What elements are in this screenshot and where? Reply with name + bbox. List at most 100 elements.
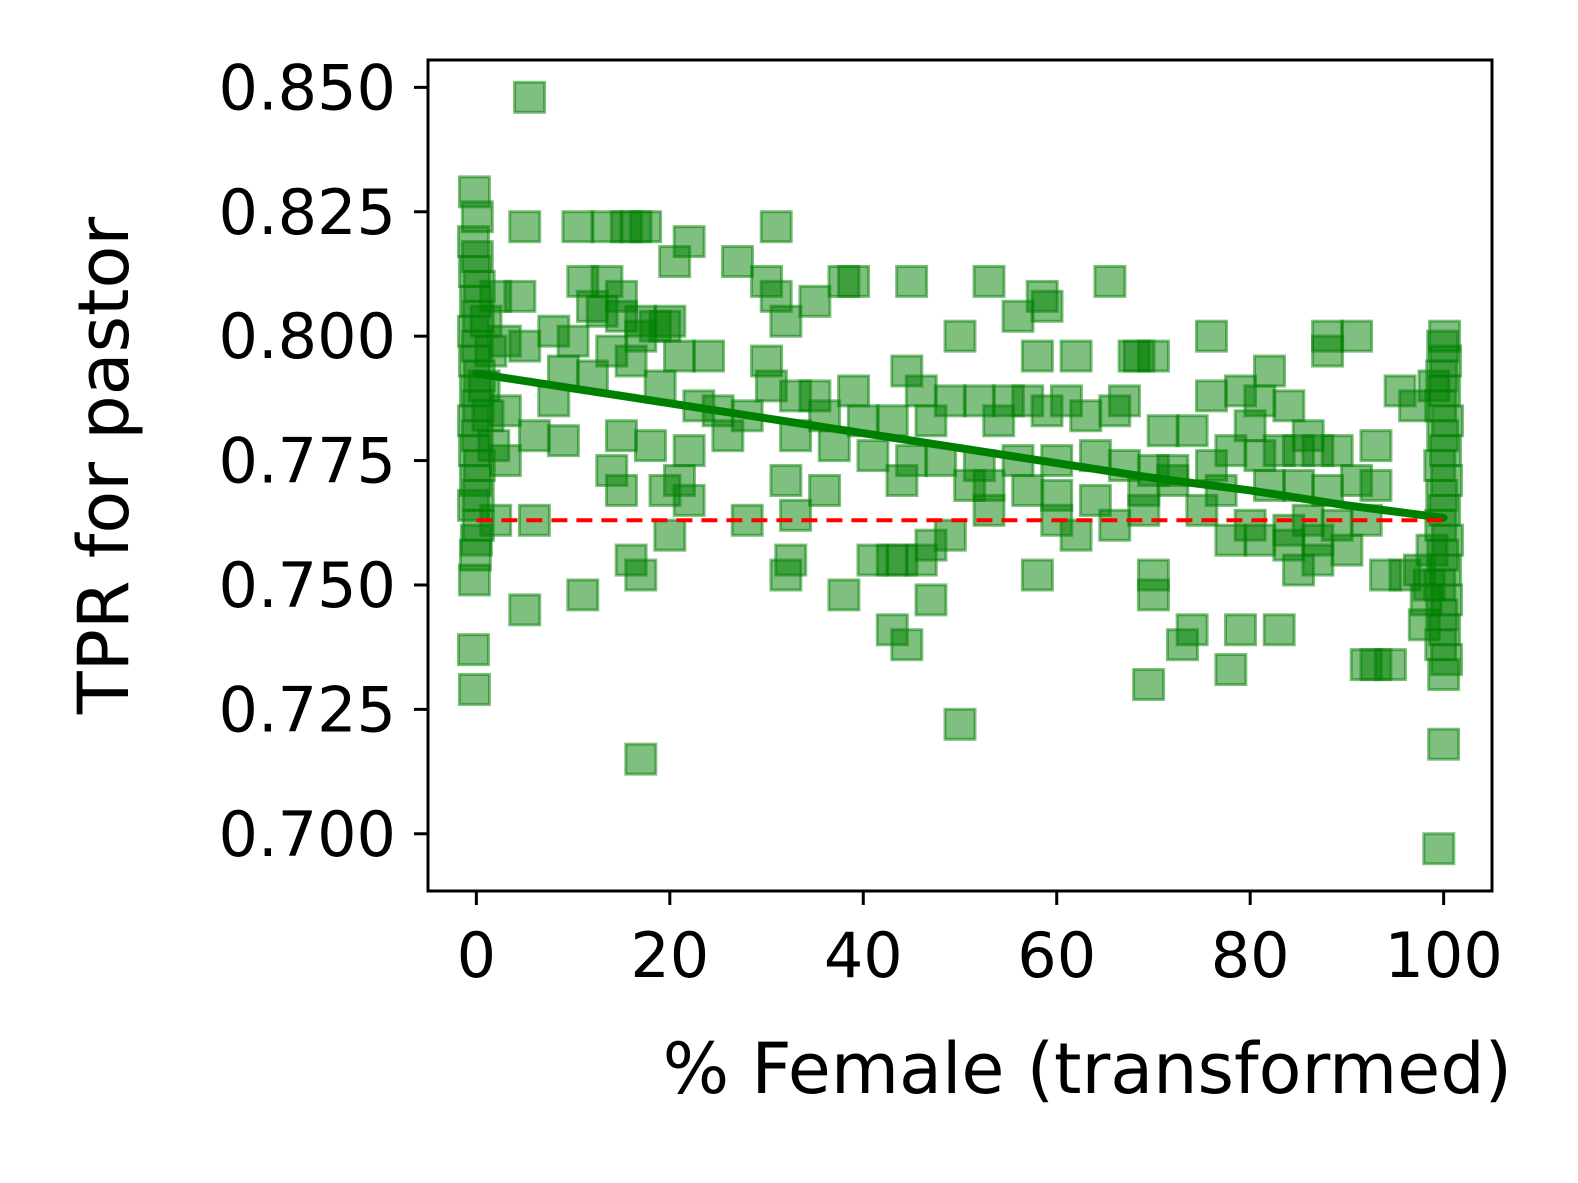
data-point bbox=[1214, 653, 1248, 687]
data-point bbox=[456, 633, 490, 667]
data-point bbox=[885, 463, 919, 497]
data-point bbox=[711, 419, 745, 453]
data-point bbox=[653, 518, 687, 552]
x-tick-label: 100 bbox=[1384, 919, 1502, 992]
data-point bbox=[798, 284, 832, 318]
data-point bbox=[972, 264, 1006, 298]
data-point bbox=[1422, 832, 1456, 866]
data-point bbox=[1359, 429, 1393, 463]
data-point bbox=[474, 334, 508, 368]
data-point bbox=[1214, 523, 1248, 557]
data-point bbox=[624, 558, 658, 592]
data-point bbox=[1415, 533, 1449, 567]
x-tick-label: 60 bbox=[1017, 919, 1096, 992]
data-point bbox=[875, 404, 909, 438]
data-point bbox=[1011, 473, 1045, 507]
y-tick-label: 0.725 bbox=[219, 673, 397, 746]
data-point bbox=[471, 399, 505, 433]
data-point bbox=[837, 374, 871, 408]
data-point bbox=[658, 245, 692, 279]
data-point bbox=[1373, 648, 1407, 682]
data-point bbox=[1214, 434, 1248, 468]
data-point bbox=[856, 439, 890, 473]
data-point bbox=[614, 344, 648, 378]
data-point bbox=[469, 304, 503, 338]
data-point bbox=[914, 404, 948, 438]
data-point bbox=[672, 483, 706, 517]
data-point bbox=[1233, 409, 1267, 443]
data-point bbox=[933, 518, 967, 552]
data-point bbox=[517, 419, 551, 453]
data-point bbox=[895, 264, 929, 298]
data-point bbox=[769, 558, 803, 592]
data-point bbox=[1243, 523, 1277, 557]
data-point bbox=[513, 80, 547, 114]
data-point bbox=[477, 429, 511, 463]
y-axis-ticks: 0.700 0.725 0.750 0.775 0.800 0.825 0.850 bbox=[219, 51, 428, 871]
x-tick-label: 80 bbox=[1211, 919, 1290, 992]
plot-frame bbox=[426, 58, 1494, 893]
y-tick-label: 0.825 bbox=[219, 176, 397, 249]
data-point bbox=[1030, 394, 1064, 428]
data-point bbox=[1069, 399, 1103, 433]
data-point bbox=[827, 578, 861, 612]
scatter-points bbox=[456, 80, 1465, 866]
data-point bbox=[943, 319, 977, 353]
data-point bbox=[604, 419, 638, 453]
data-point bbox=[1001, 299, 1035, 333]
data-point bbox=[1340, 319, 1374, 353]
data-point bbox=[662, 339, 696, 373]
data-point bbox=[1059, 518, 1093, 552]
data-point bbox=[508, 593, 542, 627]
data-point bbox=[769, 304, 803, 338]
y-tick-label: 0.775 bbox=[219, 425, 397, 498]
data-point bbox=[1407, 608, 1441, 642]
data-point bbox=[604, 473, 638, 507]
data-point bbox=[633, 429, 667, 463]
data-point bbox=[1330, 533, 1364, 567]
y-tick-label: 0.750 bbox=[219, 549, 397, 622]
data-point bbox=[508, 210, 542, 244]
x-axis-label: % Female (transformed) bbox=[663, 1028, 1512, 1110]
data-point bbox=[1098, 508, 1132, 542]
data-point bbox=[508, 329, 542, 363]
data-point bbox=[904, 374, 938, 408]
data-point bbox=[1320, 434, 1354, 468]
data-point bbox=[1253, 354, 1287, 388]
data-point bbox=[1224, 613, 1258, 647]
data-point bbox=[1030, 289, 1064, 323]
data-point bbox=[1136, 578, 1170, 612]
data-point bbox=[1301, 543, 1335, 577]
data-point bbox=[1093, 264, 1127, 298]
data-point bbox=[456, 225, 490, 259]
trend-line bbox=[472, 369, 1448, 522]
data-point bbox=[943, 707, 977, 741]
data-point bbox=[1059, 339, 1093, 373]
data-point bbox=[556, 324, 590, 358]
data-point bbox=[624, 742, 658, 776]
data-point bbox=[1194, 379, 1228, 413]
y-tick-label: 0.700 bbox=[219, 798, 397, 871]
data-point bbox=[1098, 394, 1132, 428]
data-point bbox=[672, 434, 706, 468]
data-point bbox=[1020, 558, 1054, 592]
data-point bbox=[561, 210, 595, 244]
data-point bbox=[1427, 727, 1461, 761]
data-point bbox=[837, 264, 871, 298]
data-point bbox=[759, 210, 793, 244]
data-point bbox=[457, 672, 491, 706]
data-point bbox=[1011, 384, 1045, 418]
y-tick-label: 0.800 bbox=[219, 300, 397, 373]
data-point bbox=[1272, 389, 1306, 423]
data-point bbox=[808, 473, 842, 507]
x-tick-label: 40 bbox=[824, 919, 903, 992]
data-point bbox=[769, 463, 803, 497]
data-point bbox=[692, 339, 726, 373]
trend-lines bbox=[472, 369, 1448, 523]
data-point bbox=[1020, 339, 1054, 373]
data-point bbox=[1359, 468, 1393, 502]
y-tick-label: 0.850 bbox=[219, 51, 397, 124]
data-point bbox=[1132, 667, 1166, 701]
x-axis-ticks: 0 20 40 60 80 100 bbox=[457, 891, 1503, 992]
